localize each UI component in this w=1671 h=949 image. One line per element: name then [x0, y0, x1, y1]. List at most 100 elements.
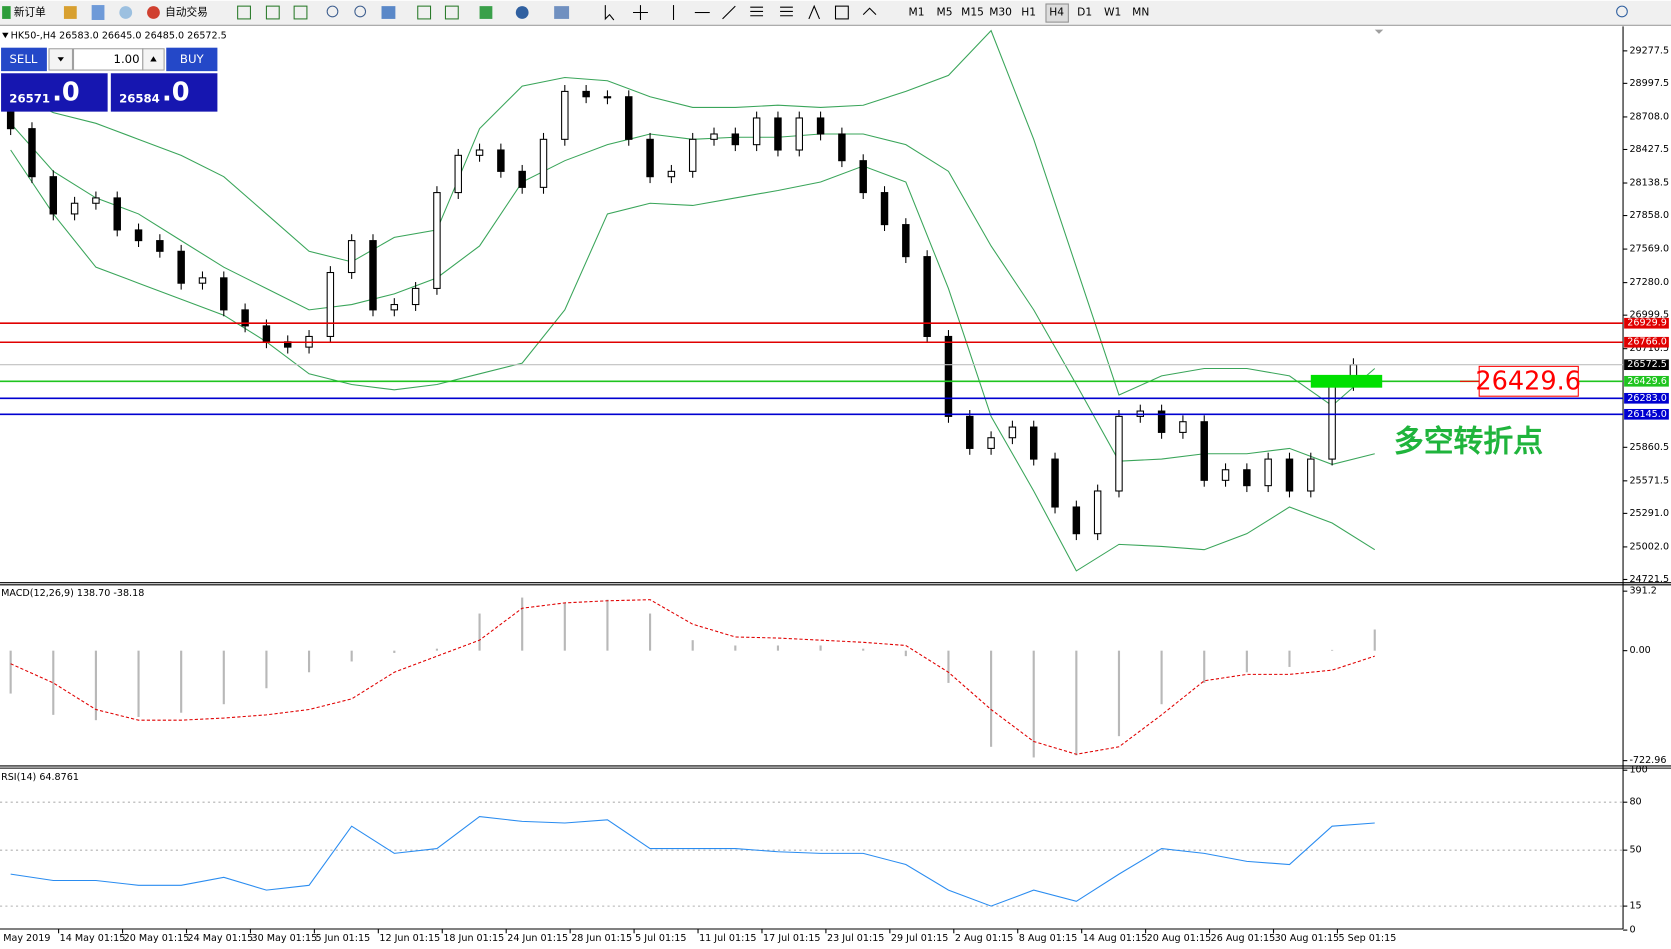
timeframe-button[interactable]: M1: [909, 6, 925, 19]
candle-body: [220, 277, 228, 311]
icon[interactable]: [265, 5, 280, 20]
callout-value: 26429.6: [1475, 366, 1581, 396]
current-price-label: 26572.5: [1627, 359, 1667, 370]
timeframe-button[interactable]: H4: [1049, 6, 1064, 19]
icon[interactable]: [722, 5, 736, 20]
candle-body: [902, 224, 910, 258]
icon[interactable]: [326, 5, 339, 18]
icon[interactable]: [780, 6, 793, 17]
macd-bar: [862, 648, 865, 651]
y-tick-label: -722.96: [1629, 755, 1666, 766]
bollinger-lower: [10, 149, 1376, 572]
candle-body: [113, 197, 121, 231]
x-tick-label: 26 Aug 01:15: [1211, 933, 1276, 944]
y-tick-label: 25291.0: [1629, 508, 1669, 519]
candle-body: [390, 304, 399, 311]
x-tick-label: 8 Aug 01:15: [1019, 933, 1078, 944]
icon[interactable]: [633, 5, 648, 20]
candle-body: [49, 176, 58, 215]
new-order-button[interactable]: 新订单: [2, 6, 46, 19]
auto-trading-button[interactable]: 自动交易: [147, 6, 208, 19]
timeframe-button[interactable]: M15: [961, 6, 984, 19]
icon[interactable]: [479, 6, 493, 19]
macd-bar: [521, 597, 524, 651]
candle-body: [1243, 469, 1251, 487]
candle-body: [1157, 410, 1166, 433]
icon[interactable]: [604, 5, 615, 21]
ask-main: 26584: [119, 91, 160, 105]
icon[interactable]: [862, 7, 877, 16]
timeframe-button[interactable]: H1: [1021, 6, 1036, 19]
y-tick-label: 28138.5: [1629, 178, 1669, 189]
candle-body: [1328, 383, 1336, 460]
timeframe-button[interactable]: M30: [989, 6, 1012, 19]
icon[interactable]: [237, 5, 251, 20]
icon[interactable]: [63, 6, 77, 19]
candle-body: [1072, 506, 1081, 535]
macd-title: MACD(12,26,9) 138.70 -38.18: [1, 588, 144, 599]
candle-body: [731, 133, 740, 146]
auto-trading-label: 自动交易: [165, 6, 208, 19]
x-tick-label: 14 Aug 01:15: [1083, 933, 1148, 944]
chart-area: [0, 26, 1624, 946]
icon[interactable]: [417, 5, 432, 20]
icon[interactable]: [808, 4, 821, 20]
symbol-marker: [2, 32, 9, 39]
y-tick-label: 26710.5: [1629, 343, 1669, 354]
candle-body: [411, 287, 420, 306]
x-tick-label: 11 Jul 01:15: [699, 933, 756, 944]
icon[interactable]: [834, 5, 849, 20]
y-tick-label: 80: [1629, 797, 1641, 808]
y-tick-label: 50: [1629, 845, 1641, 856]
candle-body: [667, 170, 676, 178]
y-tick-label: 28997.5: [1629, 78, 1669, 89]
timeframe-button[interactable]: MN: [1132, 6, 1149, 19]
sell-button[interactable]: [1, 47, 47, 72]
candle-body: [92, 197, 100, 204]
icon[interactable]: [554, 6, 570, 19]
x-tick-label: 23 Jul 01:15: [827, 933, 884, 944]
candle-body: [262, 325, 271, 343]
buy-button[interactable]: [166, 47, 218, 72]
new-order-label: 新订单: [14, 6, 46, 19]
y-tick-label: 24721.5: [1629, 574, 1669, 585]
candle-body: [752, 117, 761, 146]
timeframe-button[interactable]: M5: [937, 6, 953, 19]
rsi-title: RSI(14) 64.8761: [1, 772, 79, 783]
trade-panel: SELL 1.00 BUY 26571 .0 26584 .0: [1, 47, 218, 112]
turning-point-marker: [1310, 374, 1383, 388]
ask-box[interactable]: [110, 73, 218, 112]
macd-bar: [94, 650, 97, 721]
x-tick-label: 20 Aug 01:15: [1147, 933, 1212, 944]
macd-bar: [180, 650, 183, 713]
icon[interactable]: [91, 5, 105, 20]
tool-icons: [237, 4, 1628, 21]
search-icon[interactable]: [1616, 5, 1628, 18]
icon[interactable]: [381, 6, 396, 19]
icon[interactable]: [750, 6, 764, 17]
bid-box[interactable]: [1, 73, 108, 112]
sell-label: SELL: [9, 52, 37, 66]
candle-body: [497, 149, 505, 172]
candle-body: [646, 138, 654, 178]
candle-body: [923, 256, 931, 337]
macd-bar: [1203, 650, 1206, 683]
macd-bar: [393, 650, 396, 653]
candle-body: [347, 240, 356, 274]
candle-body: [177, 250, 185, 284]
icon[interactable]: [119, 6, 133, 19]
timeframe-button[interactable]: D1: [1077, 6, 1092, 19]
icon[interactable]: [444, 5, 459, 20]
y-tick-label: 28427.5: [1629, 144, 1669, 155]
x-tick-label: 20 May 01:15: [124, 933, 190, 944]
icon[interactable]: [293, 5, 308, 20]
y-tick-label: 26999.5: [1629, 310, 1669, 321]
candle-body: [944, 335, 953, 417]
candle-body: [369, 240, 377, 311]
macd-bar: [563, 602, 566, 651]
timeframe-button[interactable]: W1: [1104, 6, 1121, 19]
icon[interactable]: [354, 5, 367, 18]
candle-body: [198, 277, 207, 284]
icon[interactable]: [515, 6, 529, 19]
macd-bar: [776, 645, 780, 651]
